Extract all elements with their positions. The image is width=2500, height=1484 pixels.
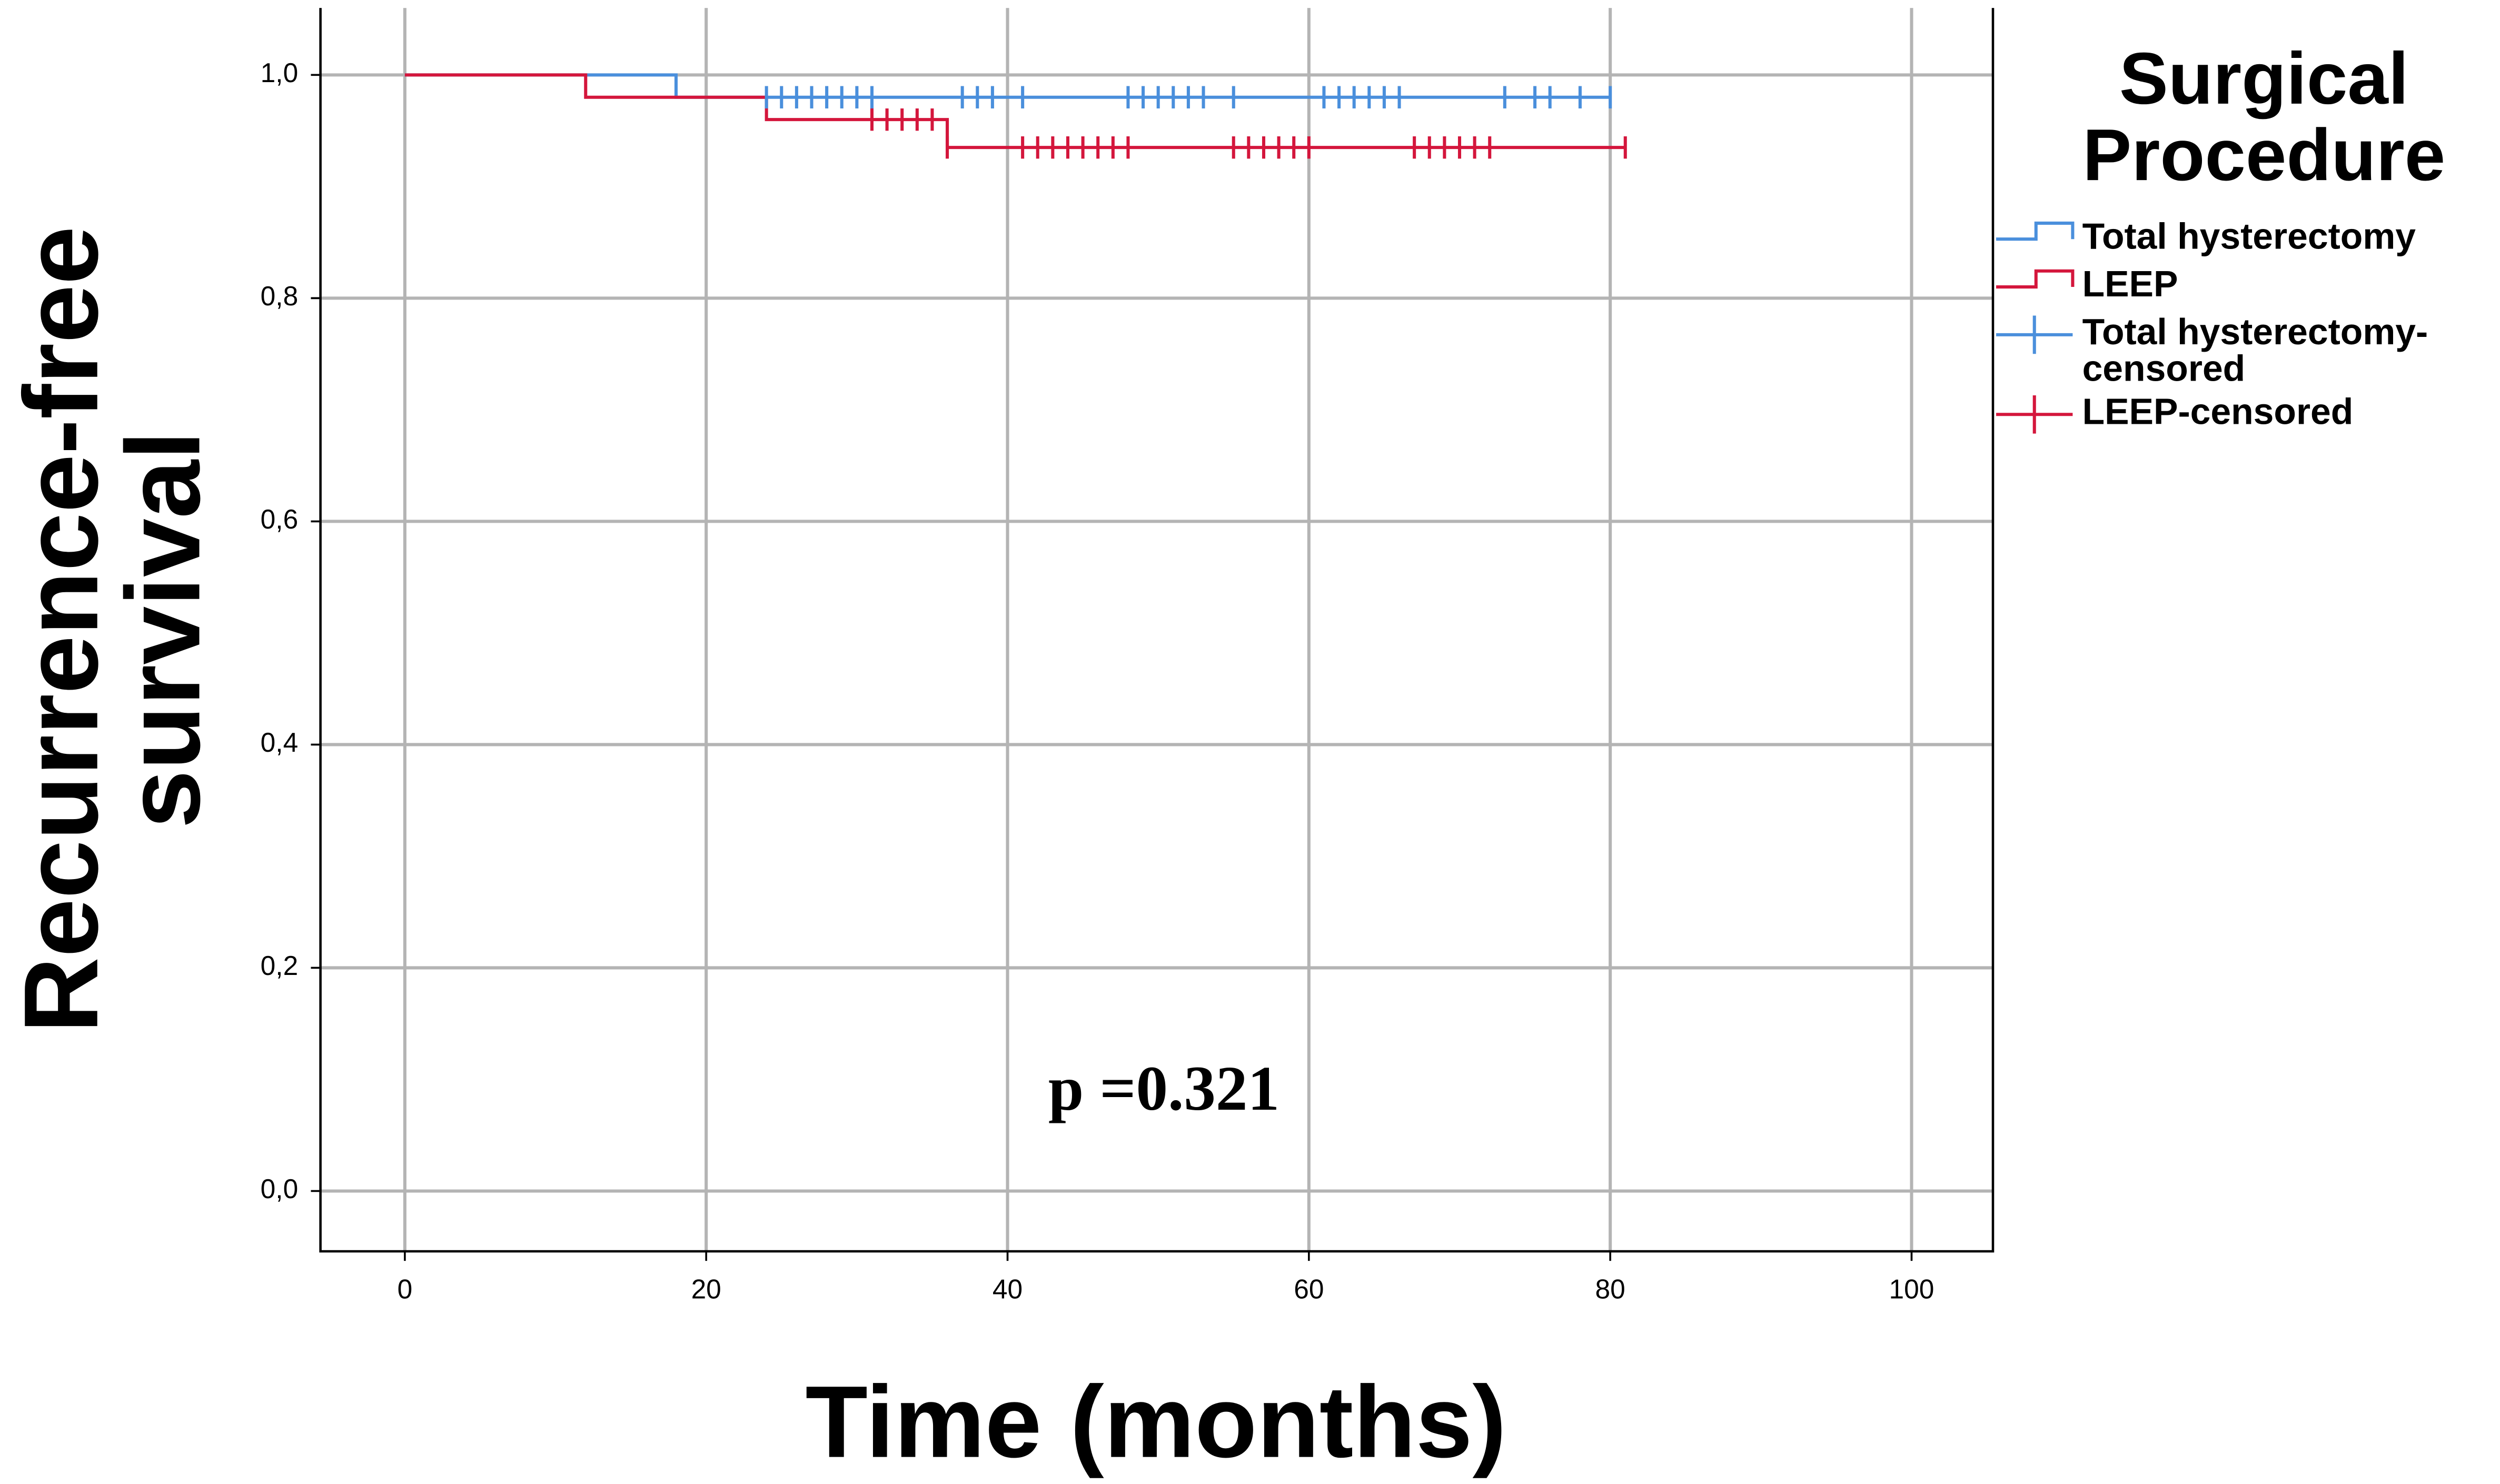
survival-line — [404, 73, 1625, 150]
legend-swatch — [1996, 395, 2073, 434]
legend-swatch — [1996, 269, 2075, 289]
legend-item: LEEP-censored — [1993, 390, 2500, 435]
x-tick-label: 80 — [1595, 1273, 1625, 1304]
y-tick-label: 1,0 — [261, 57, 299, 88]
x-tick-label: 0 — [398, 1273, 413, 1304]
y-tick-label: 0,0 — [261, 1173, 299, 1204]
legend-icon — [1996, 315, 2073, 354]
annotation: p =0.321 — [1048, 1053, 1279, 1124]
y-tick-label: 0,6 — [261, 504, 299, 534]
legend-swatch — [1996, 221, 2075, 241]
x-tick-label: 40 — [993, 1273, 1023, 1304]
legend-title: Surgical Procedure — [2082, 36, 2446, 196]
y-tick-label: 0,4 — [261, 727, 299, 758]
legend-item: Total hysterectomy — [1993, 215, 2500, 260]
x-tick-label: 60 — [1294, 1273, 1324, 1304]
legend-icon — [1996, 221, 2075, 241]
y-tick-label: 0,8 — [261, 281, 299, 311]
legend-icon — [1996, 269, 2075, 289]
axis-frame — [319, 8, 1995, 1253]
legend-label: LEEP — [2082, 263, 2178, 305]
legend: Surgical Procedure Total hysterectomy LEE… — [1993, 40, 2500, 435]
legend-label: LEEP-censored — [2082, 390, 2354, 432]
y-tick-label: 0,2 — [261, 950, 299, 981]
x-tick-label: 20 — [691, 1273, 721, 1304]
legend-item: LEEP — [1993, 263, 2500, 308]
x-axis-title: Time (months) — [805, 1364, 1507, 1479]
legend-icon — [1996, 395, 2073, 434]
legend-item: Total hysterectomy-censored — [1993, 311, 2500, 389]
legend-label: Total hysterectomy — [2082, 215, 2416, 257]
legend-label: Total hysterectomy-censored — [2082, 311, 2428, 389]
legend-swatch — [1996, 315, 2073, 354]
x-tick-label: 100 — [1889, 1273, 1934, 1304]
y-axis-title: Recurrence-free survival — [2, 226, 222, 1033]
